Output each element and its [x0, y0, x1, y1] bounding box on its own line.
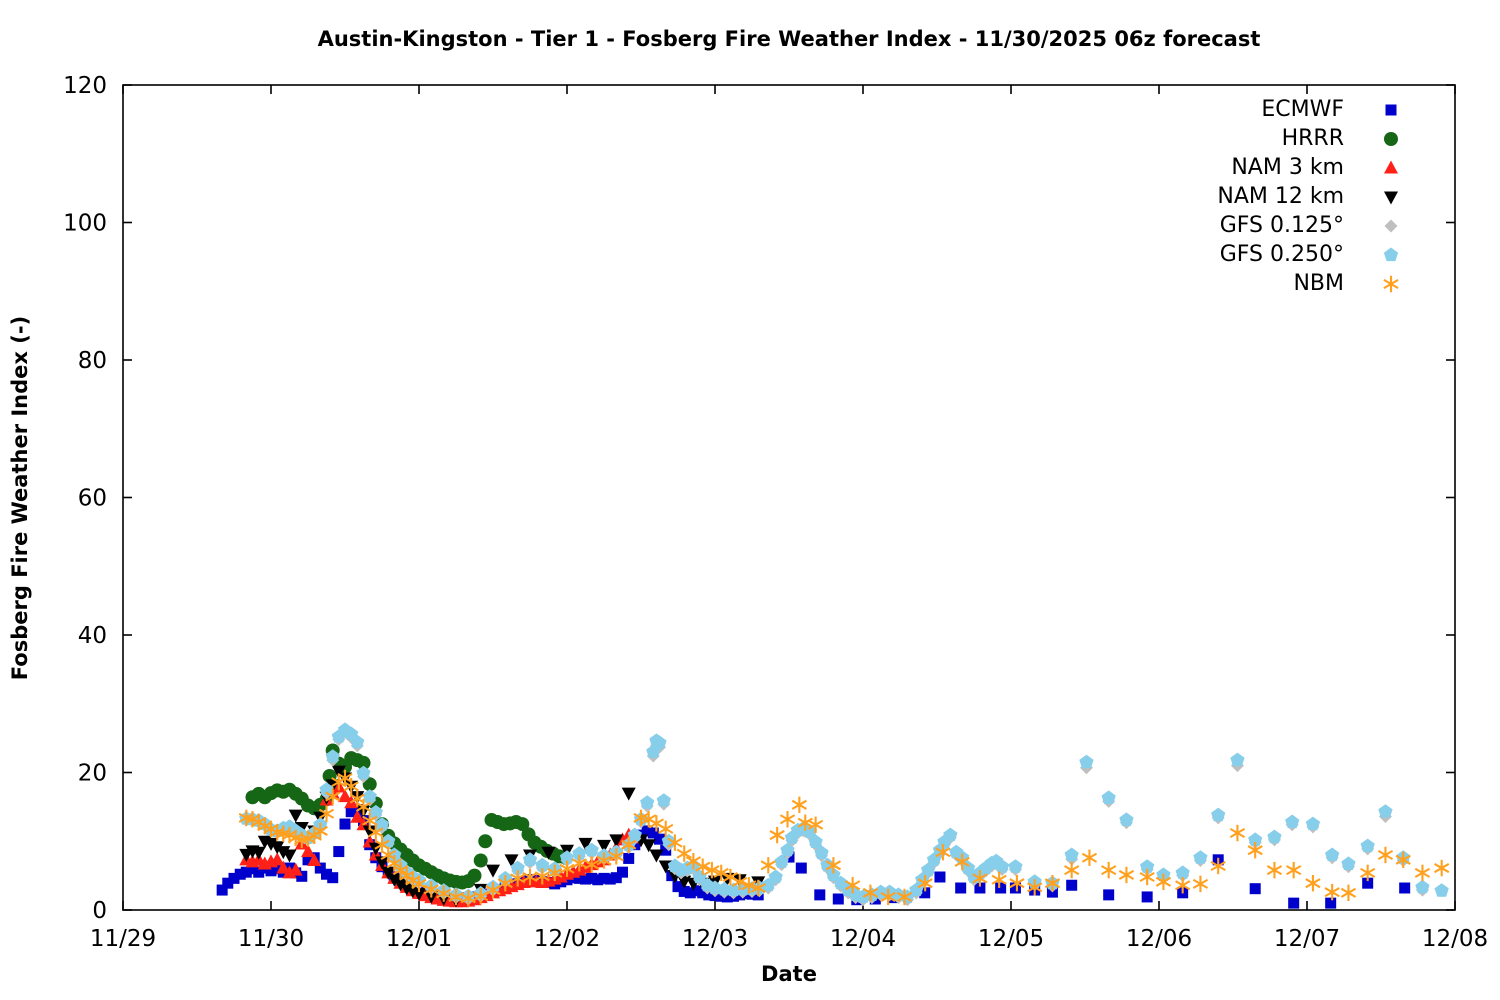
legend-label: HRRR	[1281, 126, 1344, 151]
legend-label: GFS 0.125°	[1219, 213, 1344, 238]
legend-item-nam-12-km: NAM 12 km	[1217, 182, 1404, 211]
legend-label: NAM 12 km	[1217, 184, 1344, 209]
legend-item-hrrr: HRRR	[1217, 124, 1404, 153]
legend-label: ECMWF	[1261, 97, 1344, 122]
y-tick-label: 20	[78, 761, 107, 787]
legend: ECMWF HRRR NAM 3 km NAM 12 km GFS 0.125° GFS …	[1217, 95, 1404, 298]
y-axis-label: Fosberg Fire Weather Index (-)	[8, 315, 32, 681]
legend-label: GFS 0.250°	[1219, 242, 1344, 267]
y-tick-label: 80	[78, 348, 107, 374]
triangle-down-marker-icon	[1384, 191, 1398, 204]
x-tick-label: 12/07	[1274, 926, 1340, 952]
y-tick-label: 60	[78, 486, 107, 512]
legend-label: NAM 3 km	[1231, 155, 1344, 180]
asterisk-marker-icon	[1383, 275, 1399, 292]
legend-item-ecmwf: ECMWF	[1217, 95, 1404, 124]
x-tick-label: 12/03	[682, 926, 748, 952]
x-tick-label: 12/06	[1126, 926, 1192, 952]
series-nbm	[238, 769, 1450, 907]
x-axis-label: Date	[761, 962, 817, 986]
legend-label: NBM	[1293, 271, 1344, 296]
pentagon-marker-icon	[1383, 247, 1399, 261]
legend-item-gfs-0-250-: GFS 0.250°	[1217, 240, 1404, 269]
x-tick-label: 12/01	[386, 926, 452, 952]
y-tick-label: 40	[78, 623, 107, 649]
x-tick-label: 11/29	[90, 926, 156, 952]
chart-title: Austin-Kingston - Tier 1 - Fosberg Fire …	[317, 27, 1261, 51]
y-tick-label: 100	[63, 211, 107, 237]
x-tick-label: 12/02	[534, 926, 600, 952]
x-tick-label: 12/08	[1422, 926, 1488, 952]
triangle-up-marker-icon	[1384, 160, 1398, 173]
circle-marker-icon	[1384, 131, 1398, 146]
y-tick-label: 0	[92, 898, 107, 924]
x-tick-label: 11/30	[238, 926, 304, 952]
x-tick-label: 12/04	[830, 926, 896, 952]
diamond-marker-icon	[1384, 219, 1398, 232]
y-tick-label: 120	[63, 73, 107, 99]
square-marker-icon	[1385, 104, 1397, 115]
legend-item-nam-3-km: NAM 3 km	[1217, 153, 1404, 182]
x-tick-label: 12/05	[978, 926, 1044, 952]
legend-item-gfs-0-125-: GFS 0.125°	[1217, 211, 1404, 240]
legend-item-nbm: NBM	[1217, 269, 1404, 298]
series-gfs-0-250-	[239, 722, 1449, 903]
